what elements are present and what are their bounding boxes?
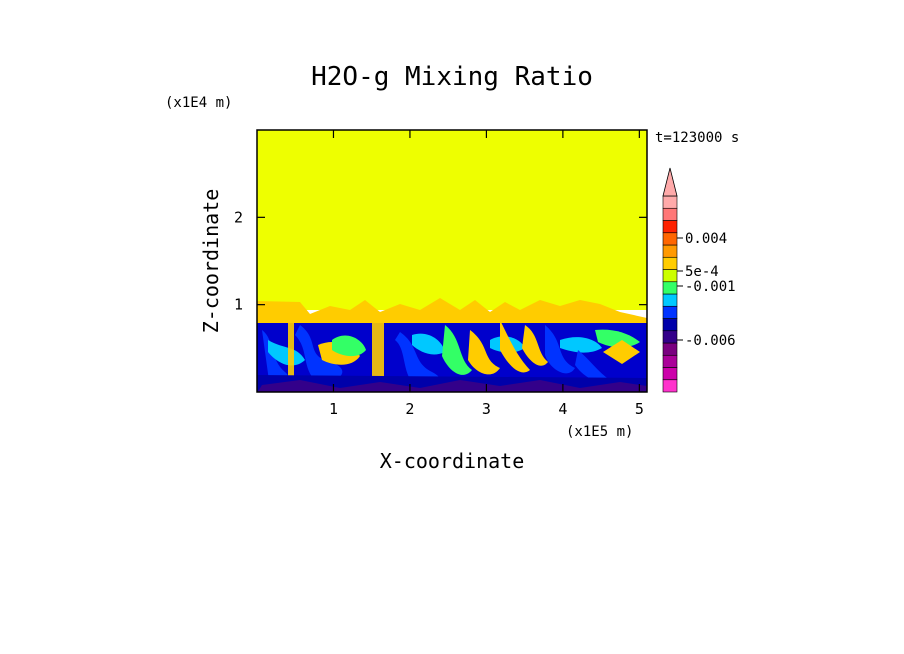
colorbar-swatch — [662, 281, 678, 295]
colorbar-swatch — [662, 244, 678, 258]
colorbar-swatch — [662, 305, 678, 319]
x-tick-label: 3 — [482, 400, 491, 418]
colorbar-label: 0.004 — [685, 231, 727, 247]
colorbar-swatch — [662, 269, 678, 283]
x-axis-label: X-coordinate — [380, 449, 525, 473]
colorbar-label: -0.001 — [685, 279, 736, 295]
colorbar-label: 5e-4 — [685, 264, 719, 280]
x-tick-label: 2 — [405, 400, 414, 418]
x-unit-label: (x1E5 m) — [566, 424, 633, 440]
y-tick-label: 2 — [234, 208, 243, 226]
region-upper — [257, 130, 647, 310]
colorbar: 0.004 5e-4-0.001 -0.006 — [662, 167, 736, 393]
colorbar-swatch — [662, 195, 678, 209]
colorbar-swatch — [662, 293, 678, 307]
heatmap-field — [257, 130, 647, 392]
colorbar-swatch — [662, 220, 678, 234]
colorbar-swatch — [662, 379, 678, 393]
region-transition — [257, 298, 647, 324]
lower-structures — [257, 312, 647, 392]
x-tick-label: 5 — [635, 400, 644, 418]
y-axis-label: Z-coordinate — [199, 189, 223, 334]
y-tick-label: 1 — [234, 296, 243, 314]
colorbar-swatch — [662, 367, 678, 381]
time-label: t=123000 s — [655, 130, 739, 146]
colorbar-swatch — [662, 232, 678, 246]
y-unit-label: (x1E4 m) — [165, 95, 232, 111]
x-ticks: 1 2 3 4 5 — [329, 130, 644, 418]
colorbar-swatch — [662, 330, 678, 344]
colorbar-swatch — [662, 354, 678, 368]
colorbar-swatch — [662, 256, 678, 270]
colorbar-swatch — [662, 318, 678, 332]
colorbar-swatch — [662, 342, 678, 356]
x-tick-label: 4 — [558, 400, 567, 418]
y-ticks: 12 — [234, 208, 647, 314]
colorbar-label: -0.006 — [685, 333, 736, 349]
colorbar-swatch — [662, 207, 678, 221]
colorbar-extend-arrow — [662, 167, 678, 197]
chart-title: H2O-g Mixing Ratio — [311, 62, 593, 92]
x-tick-label: 1 — [329, 400, 338, 418]
plot-frame — [256, 129, 648, 393]
